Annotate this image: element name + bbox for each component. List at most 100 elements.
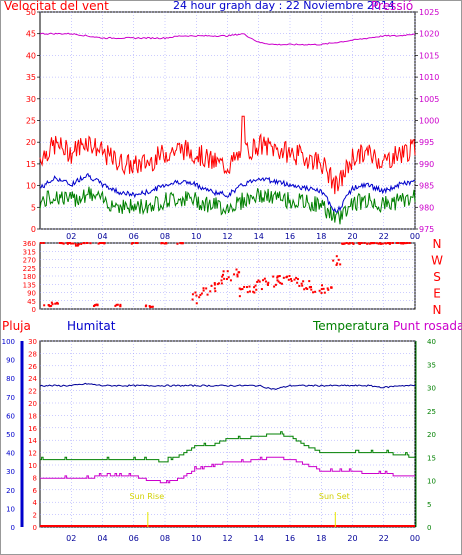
lower-left-tick-label: 18 — [28, 412, 37, 420]
wind-direction-point — [360, 242, 363, 244]
wind-direction-point — [252, 290, 255, 293]
wind-direction-point — [191, 293, 194, 296]
pressure-tick-label: 990 — [419, 160, 434, 169]
pressure-series-line — [39, 32, 415, 46]
wind-direction-point — [66, 242, 69, 245]
wind-direction-point — [198, 296, 201, 299]
wind-direction-point — [148, 305, 151, 308]
wind-speed-tick-label: 30 — [26, 95, 36, 104]
wind-direction-point — [116, 303, 119, 306]
wind-direction-point — [272, 275, 275, 278]
lower-left-tick-label: 12 — [28, 450, 37, 458]
wind-direction-point — [62, 242, 65, 245]
wind-direction-point — [202, 289, 205, 292]
lower-hour-label: 12 — [222, 534, 232, 543]
wind-direction-point — [286, 275, 289, 278]
wind-direction-point — [332, 259, 335, 262]
wind-direction-point — [348, 242, 351, 245]
wind-direction-point — [335, 255, 338, 258]
lower-hour-label: 00 — [410, 534, 420, 543]
wind-direction-point — [321, 284, 324, 287]
humidity-tick-label: 40 — [6, 450, 15, 458]
wind-direction-point — [375, 242, 378, 245]
wind-direction-point — [274, 283, 277, 286]
direction-tick-label: 225 — [23, 265, 36, 273]
wind-direction-point — [200, 292, 203, 295]
wind-direction-point — [80, 242, 83, 245]
lower-hour-label: 16 — [285, 534, 295, 543]
wind-direction-point — [222, 273, 225, 276]
wind-direction-point — [322, 287, 325, 290]
wind-direction-point — [56, 302, 59, 305]
direction-tick-label: 270 — [23, 257, 36, 265]
sunset-label: Sun Set — [319, 492, 350, 501]
humidity-tick-label: 90 — [6, 357, 15, 365]
pressure-tick-label: 1025 — [419, 8, 439, 17]
lower-left-tick-label: 22 — [28, 388, 37, 396]
wind-direction-point — [260, 288, 263, 291]
wind-direction-point — [258, 280, 261, 283]
wind-direction-point — [150, 305, 153, 308]
wind-direction-point — [395, 242, 398, 244]
wind-direction-point — [69, 242, 72, 244]
temperature-tick-label: 10 — [427, 478, 436, 486]
wind-direction-point — [302, 280, 305, 283]
wind-direction-point — [239, 288, 242, 291]
wind-direction-point — [341, 242, 344, 245]
wind-speed-tick-label: 20 — [26, 138, 36, 147]
wind-speed-tick-label: 50 — [26, 8, 36, 17]
wind-direction-point — [391, 242, 394, 244]
wind-direction-point — [214, 290, 217, 293]
wind-direction-point — [202, 287, 205, 290]
wind-direction-point — [280, 282, 283, 285]
pressure-tick-label: 980 — [419, 203, 434, 212]
wind-direction-point — [237, 271, 240, 274]
wind-direction-point — [229, 279, 232, 282]
sunrise-label: Sun Rise — [129, 492, 164, 501]
wind-direction-point — [371, 242, 374, 244]
rain-title: Pluja — [2, 319, 31, 333]
wind-direction-point — [255, 288, 258, 291]
compass-label: W — [431, 254, 443, 268]
wind-direction-point — [210, 284, 213, 287]
wind-direction-point — [60, 242, 63, 245]
lower-left-tick-label: 20 — [28, 400, 37, 408]
wind-direction-point — [406, 242, 409, 244]
wind-direction-point — [263, 277, 266, 280]
wind-direction-point — [277, 280, 280, 283]
wind-hour-label: 00 — [410, 232, 420, 241]
wind-direction-point — [161, 242, 164, 245]
wind-direction-point — [305, 287, 308, 290]
wind-direction-point — [195, 294, 198, 297]
wind-direction-point — [149, 306, 152, 309]
humidity-tick-label: 50 — [6, 431, 15, 439]
wind-direction-point — [339, 263, 342, 266]
wind-direction-point — [312, 291, 315, 294]
wind-direction-point — [217, 282, 220, 285]
temperature-tick-label: 0 — [427, 524, 431, 532]
graph-title: 24 hour graph day : 22 Noviembre 2014 — [173, 0, 395, 12]
wind-speed-tick-label: 35 — [26, 73, 36, 82]
pressure-tick-label: 995 — [419, 138, 434, 147]
wind-direction-point — [385, 242, 388, 245]
wind-direction-point — [176, 242, 179, 245]
lower-left-tick-label: 28 — [28, 350, 37, 358]
wind-direction-point — [191, 298, 194, 301]
lower-hour-label: 20 — [347, 534, 357, 543]
wind-direction-point — [293, 278, 296, 281]
wind-speed-tick-label: 5 — [31, 203, 36, 212]
direction-tick-label: 315 — [23, 248, 36, 256]
direction-tick-label: 180 — [23, 273, 36, 281]
wind-direction-point — [160, 242, 163, 245]
wind-direction-point — [257, 279, 260, 282]
wind-direction-point — [303, 288, 306, 291]
wind-direction-point — [96, 304, 99, 307]
pressure-tick-label: 1020 — [419, 30, 439, 39]
wind-direction-point — [278, 275, 281, 278]
wind-direction-point — [50, 304, 53, 307]
wind-direction-point — [223, 277, 226, 280]
wind-hour-label: 18 — [316, 232, 326, 241]
pressure-tick-label: 1015 — [419, 51, 439, 60]
direction-tick-label: 0 — [32, 306, 36, 314]
